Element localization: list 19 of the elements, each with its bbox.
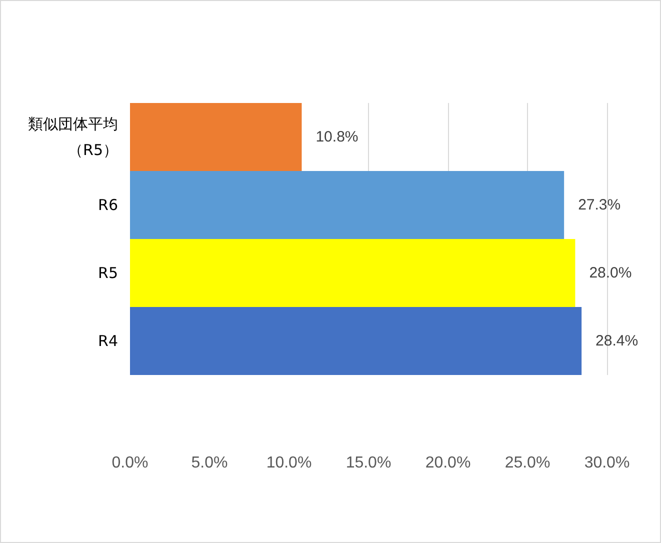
- data-label: 28.0%: [589, 264, 632, 282]
- y-tick-label: 類似団体平均（R5）: [28, 115, 118, 159]
- bar: [130, 103, 302, 171]
- x-tick-label: 5.0%: [191, 454, 228, 472]
- data-label: 28.4%: [596, 332, 638, 350]
- x-tick-label: 30.0%: [584, 454, 630, 472]
- data-label: 27.3%: [578, 196, 621, 214]
- y-tick-label: R6: [98, 196, 118, 214]
- x-tick-label: 20.0%: [425, 454, 471, 472]
- bar: [130, 307, 582, 375]
- x-tick-label: 0.0%: [112, 454, 148, 472]
- y-tick-label: R4: [98, 332, 118, 350]
- x-tick-label: 10.0%: [266, 454, 312, 472]
- x-tick-label: 15.0%: [346, 454, 392, 472]
- bar: [130, 239, 576, 307]
- x-tick-label: 25.0%: [504, 454, 550, 472]
- bar: [130, 171, 564, 239]
- y-tick-label: R5: [98, 264, 118, 282]
- data-label: 10.8%: [316, 128, 358, 146]
